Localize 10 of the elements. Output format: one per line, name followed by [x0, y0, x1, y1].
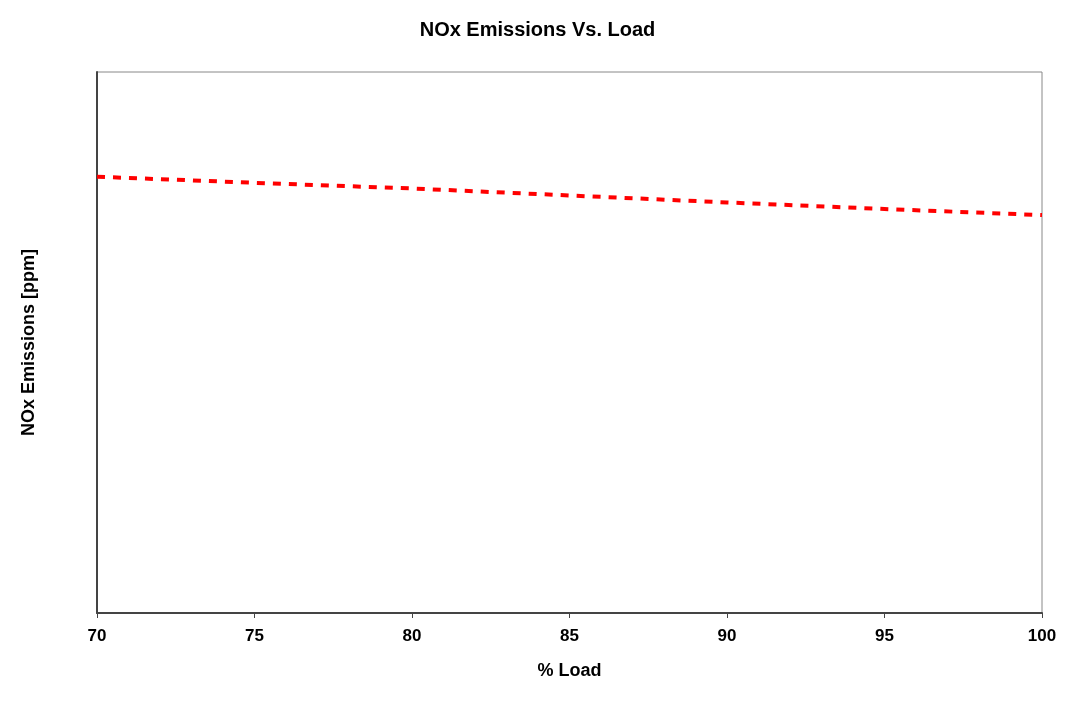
y-axis-title: NOx Emissions [ppm]	[18, 248, 38, 437]
x-tick-label: 100	[1027, 626, 1057, 645]
x-tick-label: 95	[875, 626, 894, 645]
x-tick-label: 85	[560, 626, 579, 645]
x-tick-label: 70	[87, 626, 107, 645]
x-axis-title: % Load	[537, 660, 602, 680]
x-tick-label: 90	[717, 626, 737, 645]
x-tick-label: 80	[402, 626, 422, 645]
chart-title: NOx Emissions Vs. Load	[419, 18, 656, 40]
x-tick-label: 75	[245, 626, 264, 645]
